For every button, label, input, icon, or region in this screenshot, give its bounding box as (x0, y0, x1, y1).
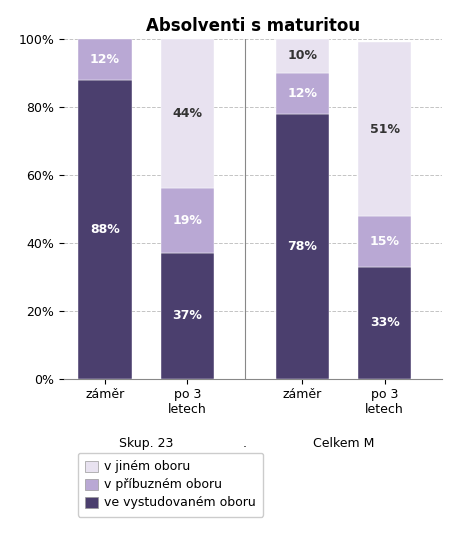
Text: 51%: 51% (369, 123, 399, 135)
Text: 15%: 15% (369, 234, 399, 248)
Legend: v jiném oboru, v příbuzném oboru, ve vystudovaném oboru: v jiném oboru, v příbuzném oboru, ve vys… (77, 453, 263, 517)
Bar (78, 39, 131, 80)
Bar (160, 39, 213, 188)
Text: 10%: 10% (287, 50, 317, 62)
Bar (275, 39, 329, 73)
Bar (160, 253, 213, 379)
Text: 12%: 12% (90, 53, 120, 66)
Bar (357, 216, 410, 267)
Bar (357, 267, 410, 379)
Title: Absolventi s maturitou: Absolventi s maturitou (146, 17, 359, 35)
Text: Skup. 23: Skup. 23 (119, 437, 173, 450)
Bar (275, 114, 329, 379)
Bar (275, 73, 329, 114)
Text: 44%: 44% (172, 108, 202, 120)
Text: Celkem M: Celkem M (312, 437, 374, 450)
Text: 12%: 12% (287, 87, 317, 100)
Text: 33%: 33% (369, 316, 399, 329)
Bar (160, 188, 213, 253)
Text: 37%: 37% (172, 309, 202, 323)
Text: .: . (243, 437, 246, 450)
Text: 19%: 19% (172, 214, 202, 227)
Bar (78, 80, 131, 379)
Bar (357, 42, 410, 216)
Text: 78%: 78% (287, 240, 317, 253)
Text: 88%: 88% (90, 223, 120, 236)
